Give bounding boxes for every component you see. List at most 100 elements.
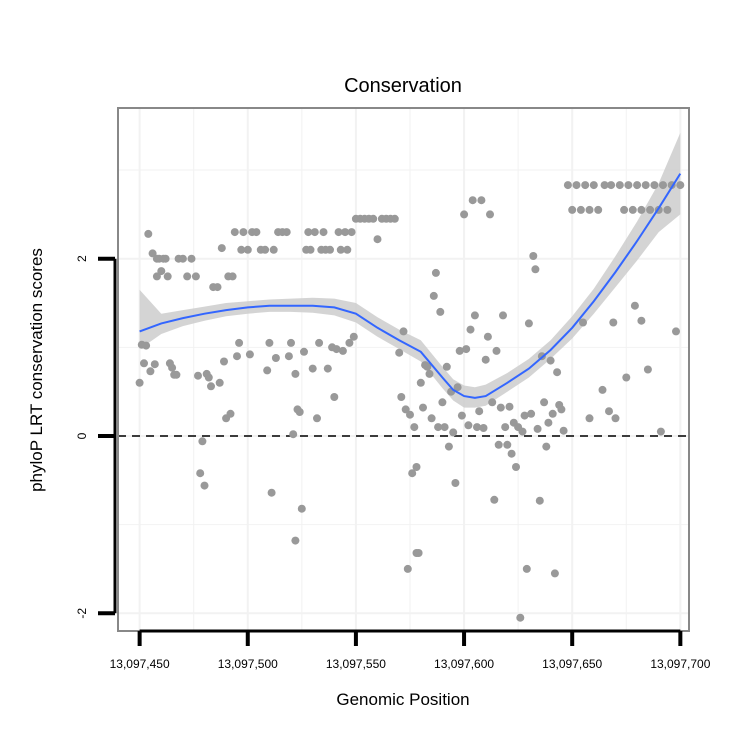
data-point	[579, 318, 587, 327]
data-point	[641, 181, 650, 190]
data-point	[646, 205, 655, 214]
data-point	[135, 378, 144, 387]
data-point	[663, 205, 672, 214]
y-tick-label: 2	[75, 255, 89, 262]
data-point	[499, 311, 507, 320]
data-point	[531, 265, 540, 274]
x-tick-label: 13,097,700	[650, 657, 710, 671]
data-point	[308, 364, 317, 373]
data-point	[423, 362, 432, 371]
data-point	[516, 613, 525, 622]
data-point	[581, 181, 590, 190]
data-point	[464, 421, 473, 430]
data-point	[245, 350, 254, 359]
data-point	[408, 469, 417, 478]
data-point	[336, 245, 345, 254]
data-point	[466, 325, 475, 334]
data-point	[481, 355, 490, 364]
data-point	[589, 181, 598, 190]
data-point	[518, 427, 527, 436]
data-point	[479, 424, 488, 432]
data-point	[315, 338, 324, 347]
x-axis-label: Genomic Position	[336, 690, 469, 709]
data-point	[544, 418, 553, 427]
data-point	[148, 249, 157, 258]
data-point	[287, 338, 295, 347]
data-point	[605, 407, 613, 416]
y-tick-label: 0	[75, 432, 89, 439]
data-point	[330, 393, 339, 401]
data-point	[168, 363, 177, 372]
data-point	[622, 373, 631, 382]
data-point	[142, 341, 151, 350]
data-point	[607, 181, 616, 190]
x-tick-label: 13,097,500	[218, 657, 278, 671]
data-point	[178, 254, 187, 263]
data-point	[563, 181, 572, 190]
data-point	[462, 345, 471, 354]
data-point	[323, 364, 332, 373]
confidence-ribbon-layer	[139, 132, 681, 408]
data-point	[207, 382, 215, 391]
data-point	[535, 496, 544, 505]
data-point	[172, 370, 181, 379]
data-point	[576, 205, 585, 214]
data-point	[620, 205, 629, 214]
data-point	[624, 181, 633, 190]
data-point	[434, 423, 443, 432]
data-point	[271, 354, 280, 362]
data-point	[200, 481, 209, 490]
data-point	[215, 378, 224, 387]
data-point	[425, 369, 434, 378]
data-point	[235, 338, 244, 347]
data-point	[529, 252, 538, 260]
data-point	[239, 228, 248, 237]
x-tick-label: 13,097,550	[326, 657, 386, 671]
data-point	[492, 346, 501, 355]
data-point	[306, 245, 315, 254]
smooth-line-layer	[139, 173, 682, 399]
data-point	[553, 368, 562, 377]
data-point	[373, 235, 382, 244]
y-tick-label: -2	[75, 608, 89, 619]
data-point	[449, 428, 458, 437]
data-point	[194, 371, 202, 380]
data-point	[419, 403, 427, 412]
data-point	[503, 440, 512, 449]
data-point	[512, 463, 520, 471]
data-point	[475, 407, 484, 416]
data-point	[546, 356, 555, 365]
data-point	[438, 398, 447, 407]
data-point	[282, 228, 291, 237]
data-point	[598, 385, 607, 394]
smooth-line	[139, 173, 682, 399]
data-point	[572, 181, 581, 190]
data-point	[637, 316, 646, 325]
data-point	[656, 427, 665, 436]
data-point	[505, 402, 514, 411]
data-point	[237, 245, 246, 254]
data-point	[310, 228, 319, 237]
data-point	[444, 442, 453, 451]
data-point	[460, 210, 469, 219]
data-point	[615, 181, 624, 190]
data-point	[455, 346, 464, 355]
data-point	[633, 181, 642, 190]
data-point	[470, 311, 479, 320]
data-point	[269, 245, 278, 254]
data-point	[431, 268, 440, 277]
data-point	[496, 403, 505, 412]
points-layer	[135, 181, 685, 622]
data-point	[390, 214, 399, 223]
data-point	[152, 272, 161, 281]
data-point	[488, 398, 497, 407]
data-point	[483, 332, 492, 341]
data-point	[369, 214, 378, 223]
data-point	[295, 408, 304, 416]
data-point	[540, 398, 549, 407]
plot-panel	[118, 108, 689, 631]
data-point	[585, 205, 594, 214]
data-point	[501, 423, 510, 432]
data-point	[326, 245, 334, 254]
